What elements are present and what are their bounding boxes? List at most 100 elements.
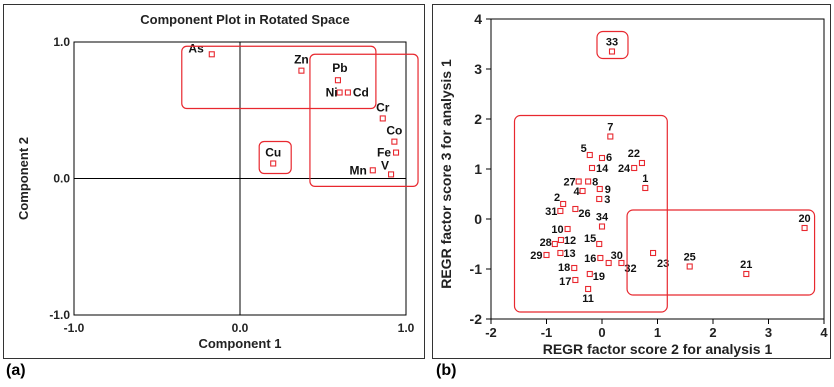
y-tick-label: -1 [470, 261, 483, 277]
label-23: 23 [657, 258, 669, 270]
point-3 [596, 195, 603, 203]
group-outline [596, 30, 629, 60]
x-tick-label: -2 [485, 325, 497, 340]
point-12 [557, 236, 564, 244]
point-7 [607, 133, 614, 140]
label-25: 25 [684, 252, 696, 264]
point-18 [571, 264, 578, 272]
x-axis-title: Component 1 [198, 336, 281, 351]
x-tick-label: 0.0 [232, 321, 249, 335]
label-zn: Zn [294, 53, 309, 67]
panel-b-label: (b) [436, 362, 457, 379]
label-27: 27 [563, 177, 575, 189]
label-4: 4 [573, 186, 580, 198]
y-tick-label: 0.0 [53, 172, 70, 186]
point-1 [642, 184, 649, 192]
label-9: 9 [605, 184, 611, 196]
point-cu [270, 160, 277, 167]
x-tick-label: 0 [598, 325, 605, 340]
point-cr [379, 115, 386, 122]
point-as [208, 51, 215, 58]
point-9 [596, 185, 603, 193]
point-28 [551, 240, 558, 248]
label-v: V [381, 158, 389, 172]
label-cd: Cd [353, 86, 369, 100]
label-29: 29 [530, 250, 542, 262]
panel-a-label: (a) [6, 362, 26, 379]
point-21 [743, 270, 750, 278]
label-co: Co [386, 124, 402, 138]
label-14: 14 [596, 163, 609, 175]
point-25 [686, 263, 693, 270]
point-11 [585, 285, 592, 293]
label-15: 15 [584, 233, 596, 245]
group-outline [513, 114, 668, 313]
point-co [391, 138, 398, 145]
x-tick-label: 1 [654, 325, 661, 340]
x-tick-label: 4 [820, 325, 828, 340]
x-axis-title: REGR factor score 2 for analysis 1 [543, 341, 773, 357]
y-tick-label: 0 [474, 211, 482, 227]
label-fe: Fe [377, 146, 391, 160]
label-as: As [188, 41, 204, 55]
label-1: 1 [642, 173, 648, 185]
label-16: 16 [584, 253, 596, 265]
label-3: 3 [604, 194, 610, 206]
point-16 [597, 254, 604, 262]
label-18: 18 [558, 262, 570, 274]
label-cr: Cr [376, 100, 390, 114]
point-mn [369, 167, 376, 174]
group-outline [181, 45, 377, 110]
label-21: 21 [740, 259, 752, 271]
label-cu: Cu [265, 145, 281, 159]
point-23 [650, 249, 657, 257]
group-outline [626, 209, 816, 296]
label-8: 8 [592, 177, 598, 189]
point-32 [618, 259, 625, 267]
label-28: 28 [540, 237, 552, 249]
label-5: 5 [581, 143, 587, 155]
y-tick-label: 4 [474, 11, 482, 27]
point-33 [608, 48, 616, 55]
y-axis-title: REGR factor score 3 for analysis 1 [438, 59, 454, 289]
point-31 [557, 207, 564, 215]
point-8 [585, 178, 592, 185]
point-19 [586, 270, 593, 278]
label-33: 33 [606, 37, 618, 49]
y-tick-label: 2 [474, 111, 482, 127]
panel-a: Component Plot in Rotated Space -1.0 0.0 1.… [3, 4, 425, 359]
point-30 [605, 259, 612, 267]
component-plot: Component Plot in Rotated Space -1.0 0.0 1.… [16, 12, 419, 351]
label-11: 11 [582, 293, 594, 305]
panel-b: -2 -1 0 1 2 3 4 -2 -1 0 1 2 3 4 REGR factor score 2 fo… [432, 4, 831, 359]
point-6 [598, 154, 606, 162]
label-19: 19 [593, 271, 605, 283]
point-5 [586, 151, 593, 159]
point-29 [543, 251, 550, 259]
point-4 [579, 187, 586, 195]
point-zn [298, 67, 305, 74]
label-17: 17 [559, 276, 571, 288]
x-tick-label: 1.0 [398, 321, 415, 335]
y-tick-label: -2 [470, 311, 483, 327]
point-14 [588, 164, 596, 172]
label-24: 24 [618, 163, 631, 175]
point-fe [392, 149, 400, 156]
point-pb [334, 77, 341, 84]
point-2 [560, 200, 567, 208]
label-20: 20 [798, 213, 810, 225]
label-2: 2 [554, 192, 560, 204]
label-pb: Pb [332, 61, 347, 75]
group-outline [309, 53, 419, 188]
point-13 [557, 249, 564, 257]
point-17 [572, 276, 579, 284]
x-tick-label: -1 [541, 325, 553, 340]
x-tick-label: 3 [765, 325, 772, 340]
y-axis-title: Component 2 [16, 137, 31, 220]
point-15 [596, 240, 603, 248]
group-outline [258, 140, 292, 175]
label-12: 12 [564, 235, 576, 247]
label-32: 32 [624, 263, 636, 275]
plot-frame [490, 18, 825, 320]
